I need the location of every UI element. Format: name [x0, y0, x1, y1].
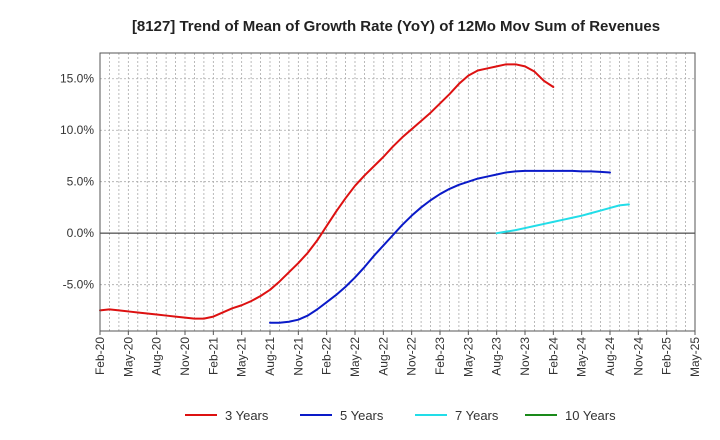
x-tick-label: May-23 — [461, 337, 475, 377]
x-tick-label: Nov-22 — [405, 337, 419, 376]
x-tick-label: Feb-25 — [660, 337, 674, 375]
series-line-7-years — [495, 203, 630, 235]
x-tick-label: Aug-22 — [376, 337, 390, 376]
y-tick-label: 5.0% — [67, 175, 95, 189]
x-tick-label: May-20 — [121, 337, 135, 377]
legend: 3 Years 5 Years 7 Years 10 Years — [185, 408, 616, 423]
x-tick-label: May-22 — [348, 337, 362, 377]
x-tick-label: Aug-23 — [490, 337, 504, 376]
x-tick-label: May-21 — [235, 337, 249, 377]
series-line-5-years — [269, 169, 611, 324]
legend-label: 10 Years — [565, 408, 616, 423]
y-tick-label: -5.0% — [63, 278, 95, 292]
x-tick-label: Feb-23 — [433, 337, 447, 375]
y-tick-label: 0.0% — [67, 226, 95, 240]
y-tick-label: 15.0% — [60, 72, 94, 86]
series-layer — [99, 63, 630, 324]
plot-border — [99, 52, 696, 332]
x-tick-label: May-24 — [575, 337, 589, 377]
x-tick-label: Nov-23 — [518, 337, 532, 376]
axes: 15.0% 10.0% 5.0% 0.0% -5.0% Feb-20 May-20 Aug-2… — [60, 52, 702, 377]
x-tick-label: Aug-21 — [263, 337, 277, 376]
chart-title: [8127] Trend of Mean of Growth Rate (YoY… — [132, 18, 660, 35]
y-tick-label: 10.0% — [60, 123, 94, 137]
legend-label: 7 Years — [455, 408, 499, 423]
x-tick-label: Feb-24 — [546, 337, 560, 375]
x-tick-label: Feb-20 — [93, 337, 107, 375]
plot-area — [100, 53, 695, 331]
x-tick-label: Nov-20 — [178, 337, 192, 376]
x-tick-label: Nov-21 — [291, 337, 305, 376]
series-line-3-years — [99, 63, 555, 320]
legend-label: 5 Years — [340, 408, 384, 423]
x-tick-label: Aug-20 — [150, 337, 164, 376]
x-tick-label: Feb-22 — [320, 337, 334, 375]
grid-lines — [100, 53, 695, 331]
x-tick-label: Aug-24 — [603, 337, 617, 376]
x-tick-label: May-25 — [688, 337, 702, 377]
x-tick-label: Nov-24 — [631, 337, 645, 376]
x-tick-label: Feb-21 — [206, 337, 220, 375]
plot-background — [100, 53, 695, 331]
legend-label: 3 Years — [225, 408, 269, 423]
